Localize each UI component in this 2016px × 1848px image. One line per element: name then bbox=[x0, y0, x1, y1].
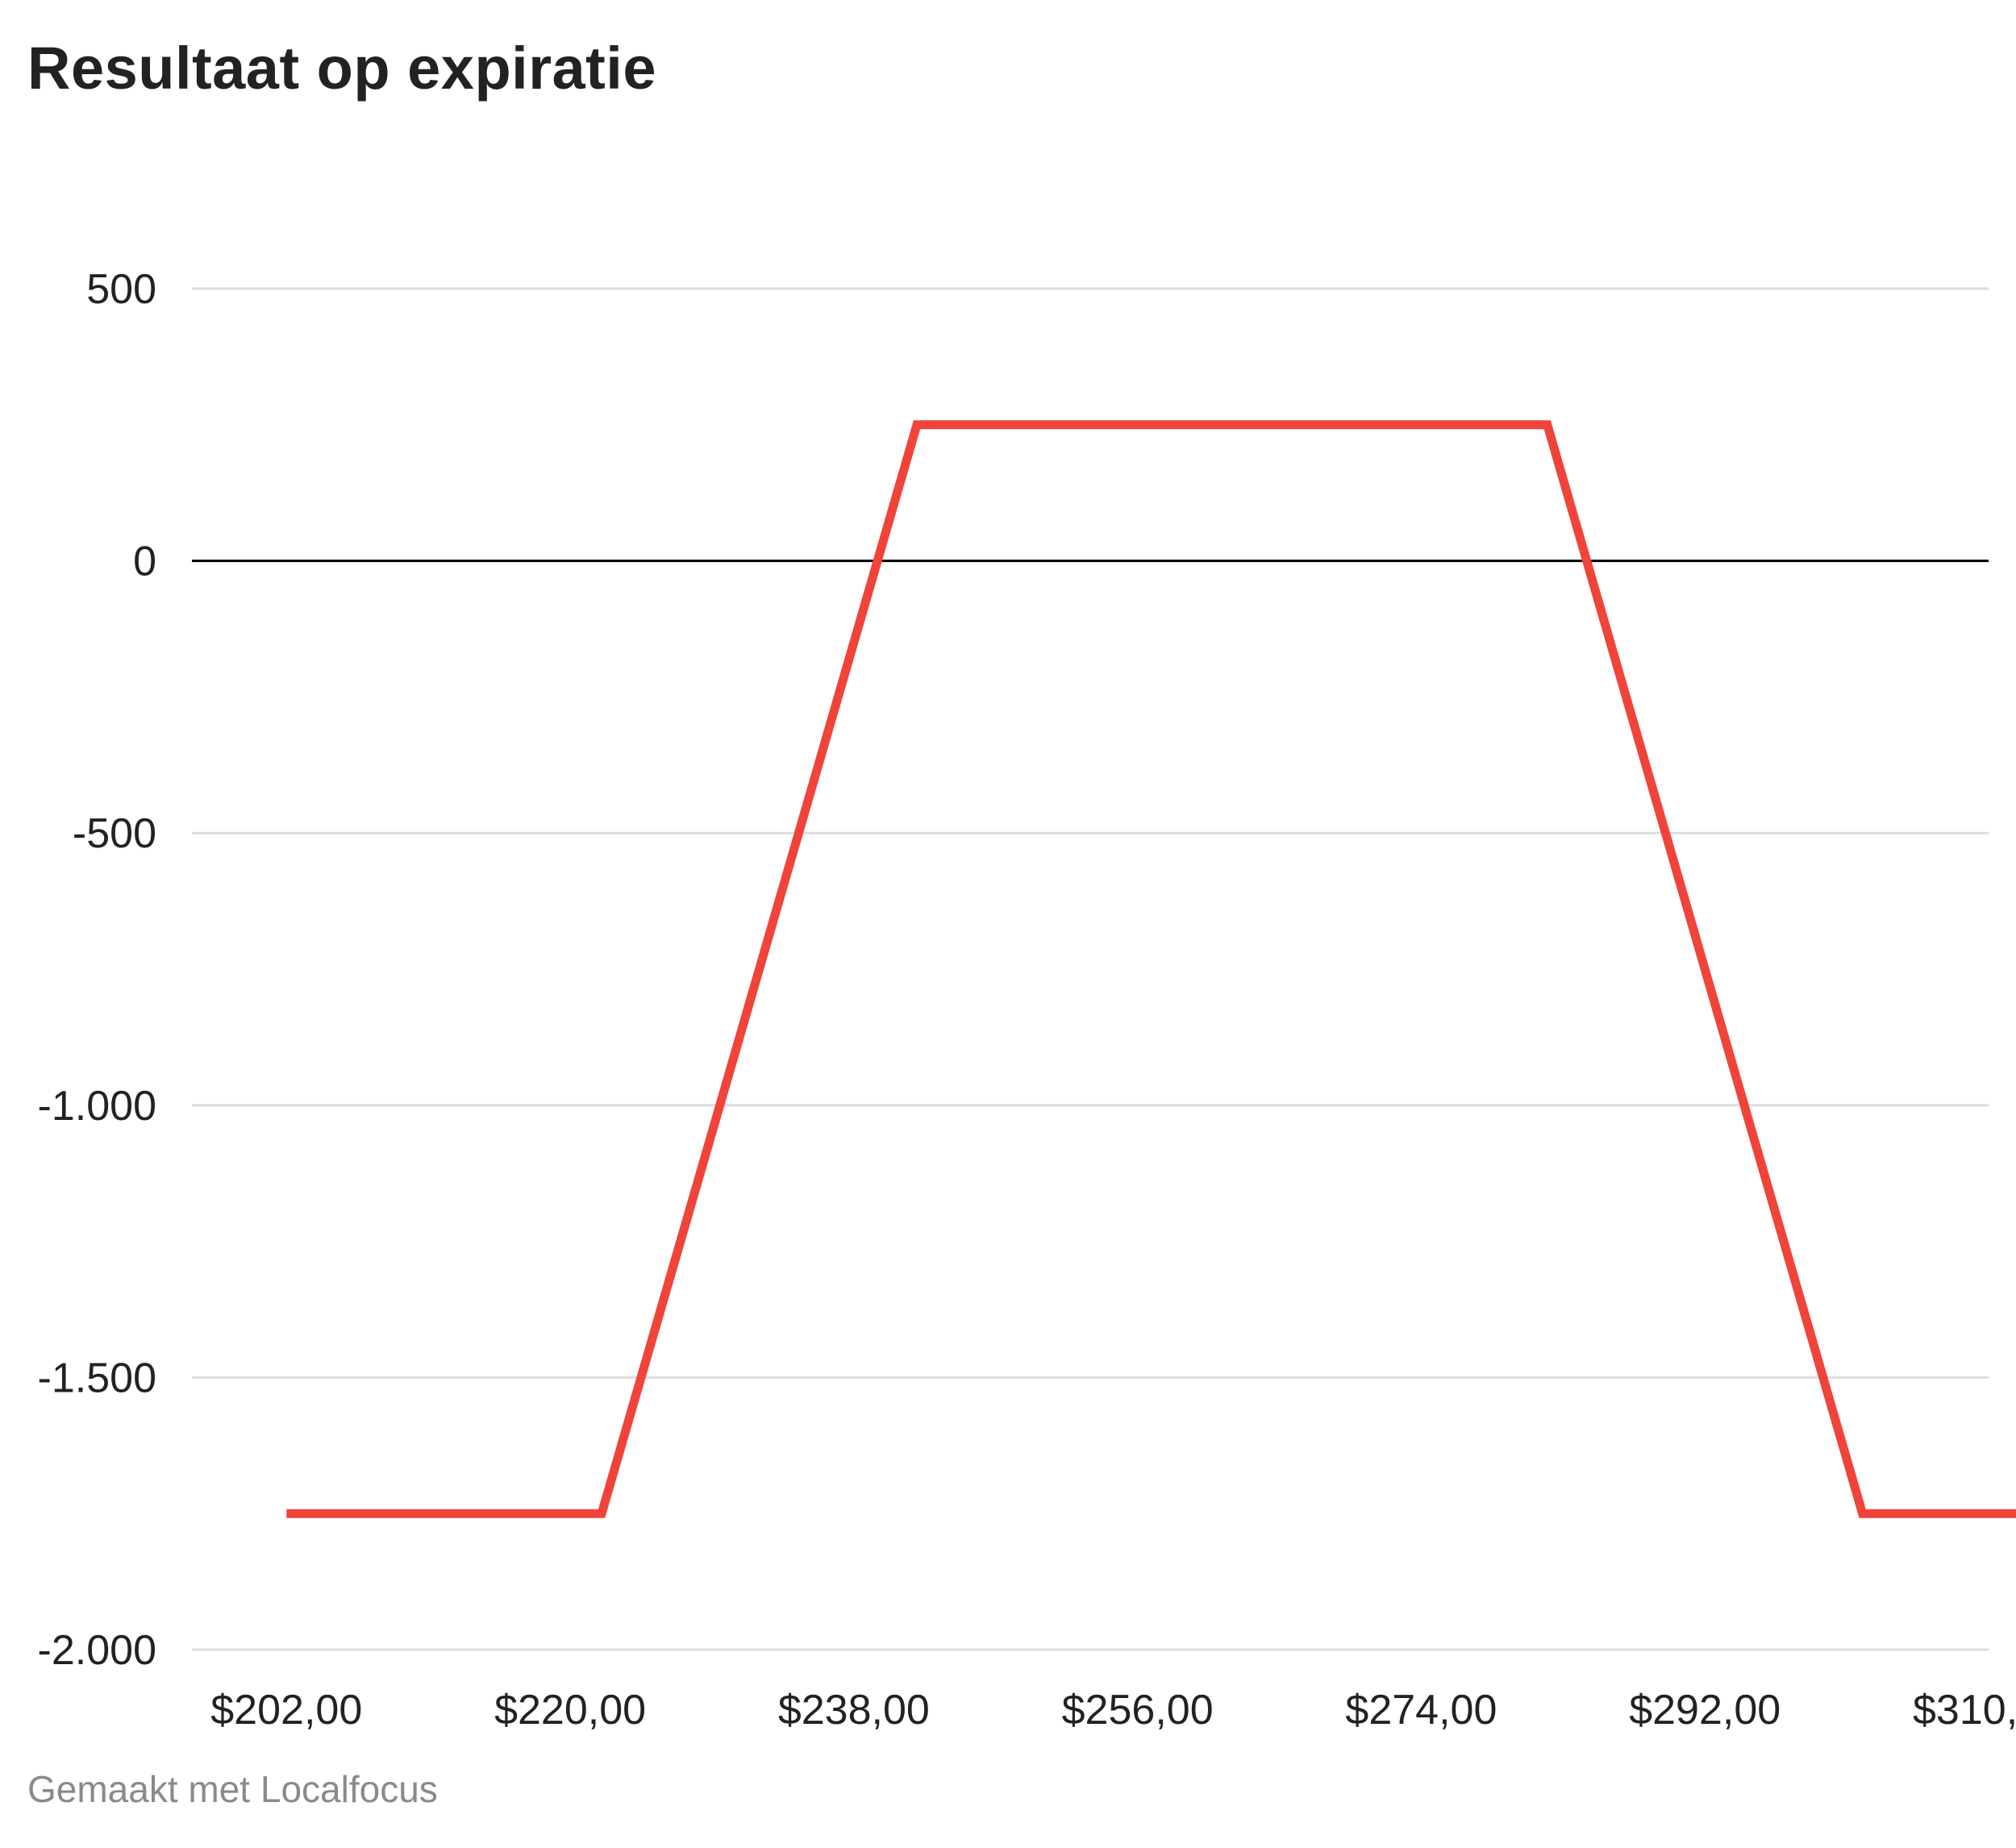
y-tick-label: -500 bbox=[73, 810, 156, 857]
chart-title: Resultaat op expiratie bbox=[27, 35, 657, 102]
y-tick-label: -2.000 bbox=[38, 1627, 156, 1674]
x-tick-label: $238,00 bbox=[778, 1687, 930, 1734]
data-point bbox=[916, 424, 918, 426]
y-tick-label: 500 bbox=[86, 266, 156, 313]
x-tick-label: $310,00 bbox=[1913, 1687, 2016, 1734]
x-tick-label: $274,00 bbox=[1345, 1687, 1497, 1734]
x-axis-ticks: $202,00 $220,00 $238,00 $256,00 $274,00 $292,… bbox=[210, 1687, 2016, 1734]
x-tick-label: $220,00 bbox=[494, 1687, 646, 1734]
credit-text: Gemaakt met Localfocus bbox=[27, 1768, 438, 1810]
series-line bbox=[286, 420, 2016, 1518]
data-point bbox=[1862, 1513, 1864, 1514]
x-tick-label: $292,00 bbox=[1629, 1687, 1781, 1734]
y-tick-label: -1.500 bbox=[38, 1355, 156, 1401]
y-tick-label: 0 bbox=[133, 539, 156, 585]
y-axis-ticks: 500 0 -500 -1.000 -1.500 -2.000 bbox=[38, 266, 156, 1674]
series-layer bbox=[285, 420, 2016, 1518]
y-tick-label: -1.000 bbox=[38, 1083, 156, 1130]
x-tick-label: $202,00 bbox=[210, 1687, 362, 1734]
x-tick-label: $256,00 bbox=[1062, 1687, 1214, 1734]
gridlines bbox=[192, 287, 1989, 1651]
data-point bbox=[285, 1513, 287, 1514]
